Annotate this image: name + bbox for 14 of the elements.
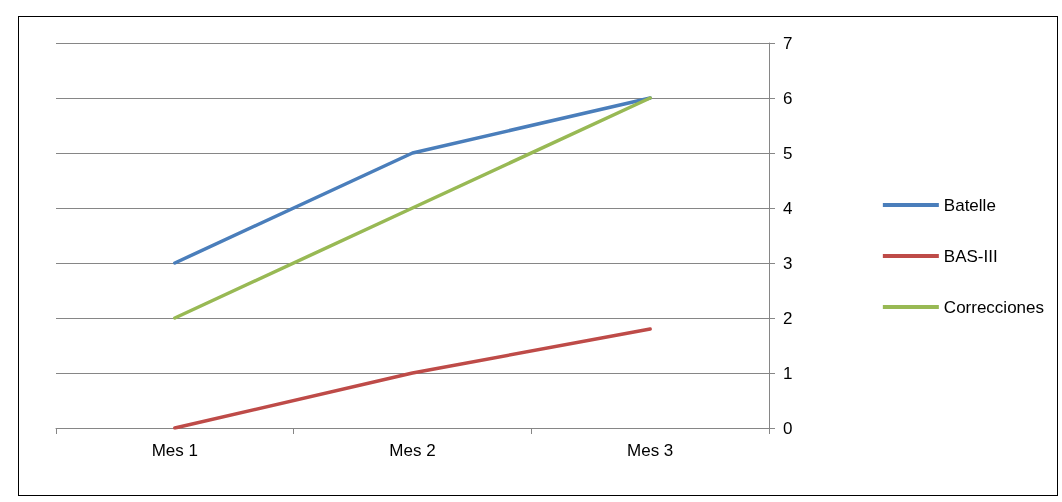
y-tick-label: 6 [783,88,793,108]
y-tick-label: 0 [783,418,793,438]
y-tick-label: 2 [783,308,793,328]
y-tick-label: 5 [783,143,793,163]
y-tick-label: 7 [783,33,793,53]
legend-label: Correcciones [943,297,1045,317]
x-tick-label: Mes 1 [151,441,198,460]
legend-label: BAS-III [943,246,998,266]
x-tick-label: Mes 3 [627,441,674,460]
legend-label: Batelle [943,195,996,215]
y-tick-label: 4 [783,198,793,218]
y-tick-label: 3 [783,253,793,273]
y-tick-label: 1 [783,363,793,383]
x-tick-label: Mes 2 [389,441,436,460]
